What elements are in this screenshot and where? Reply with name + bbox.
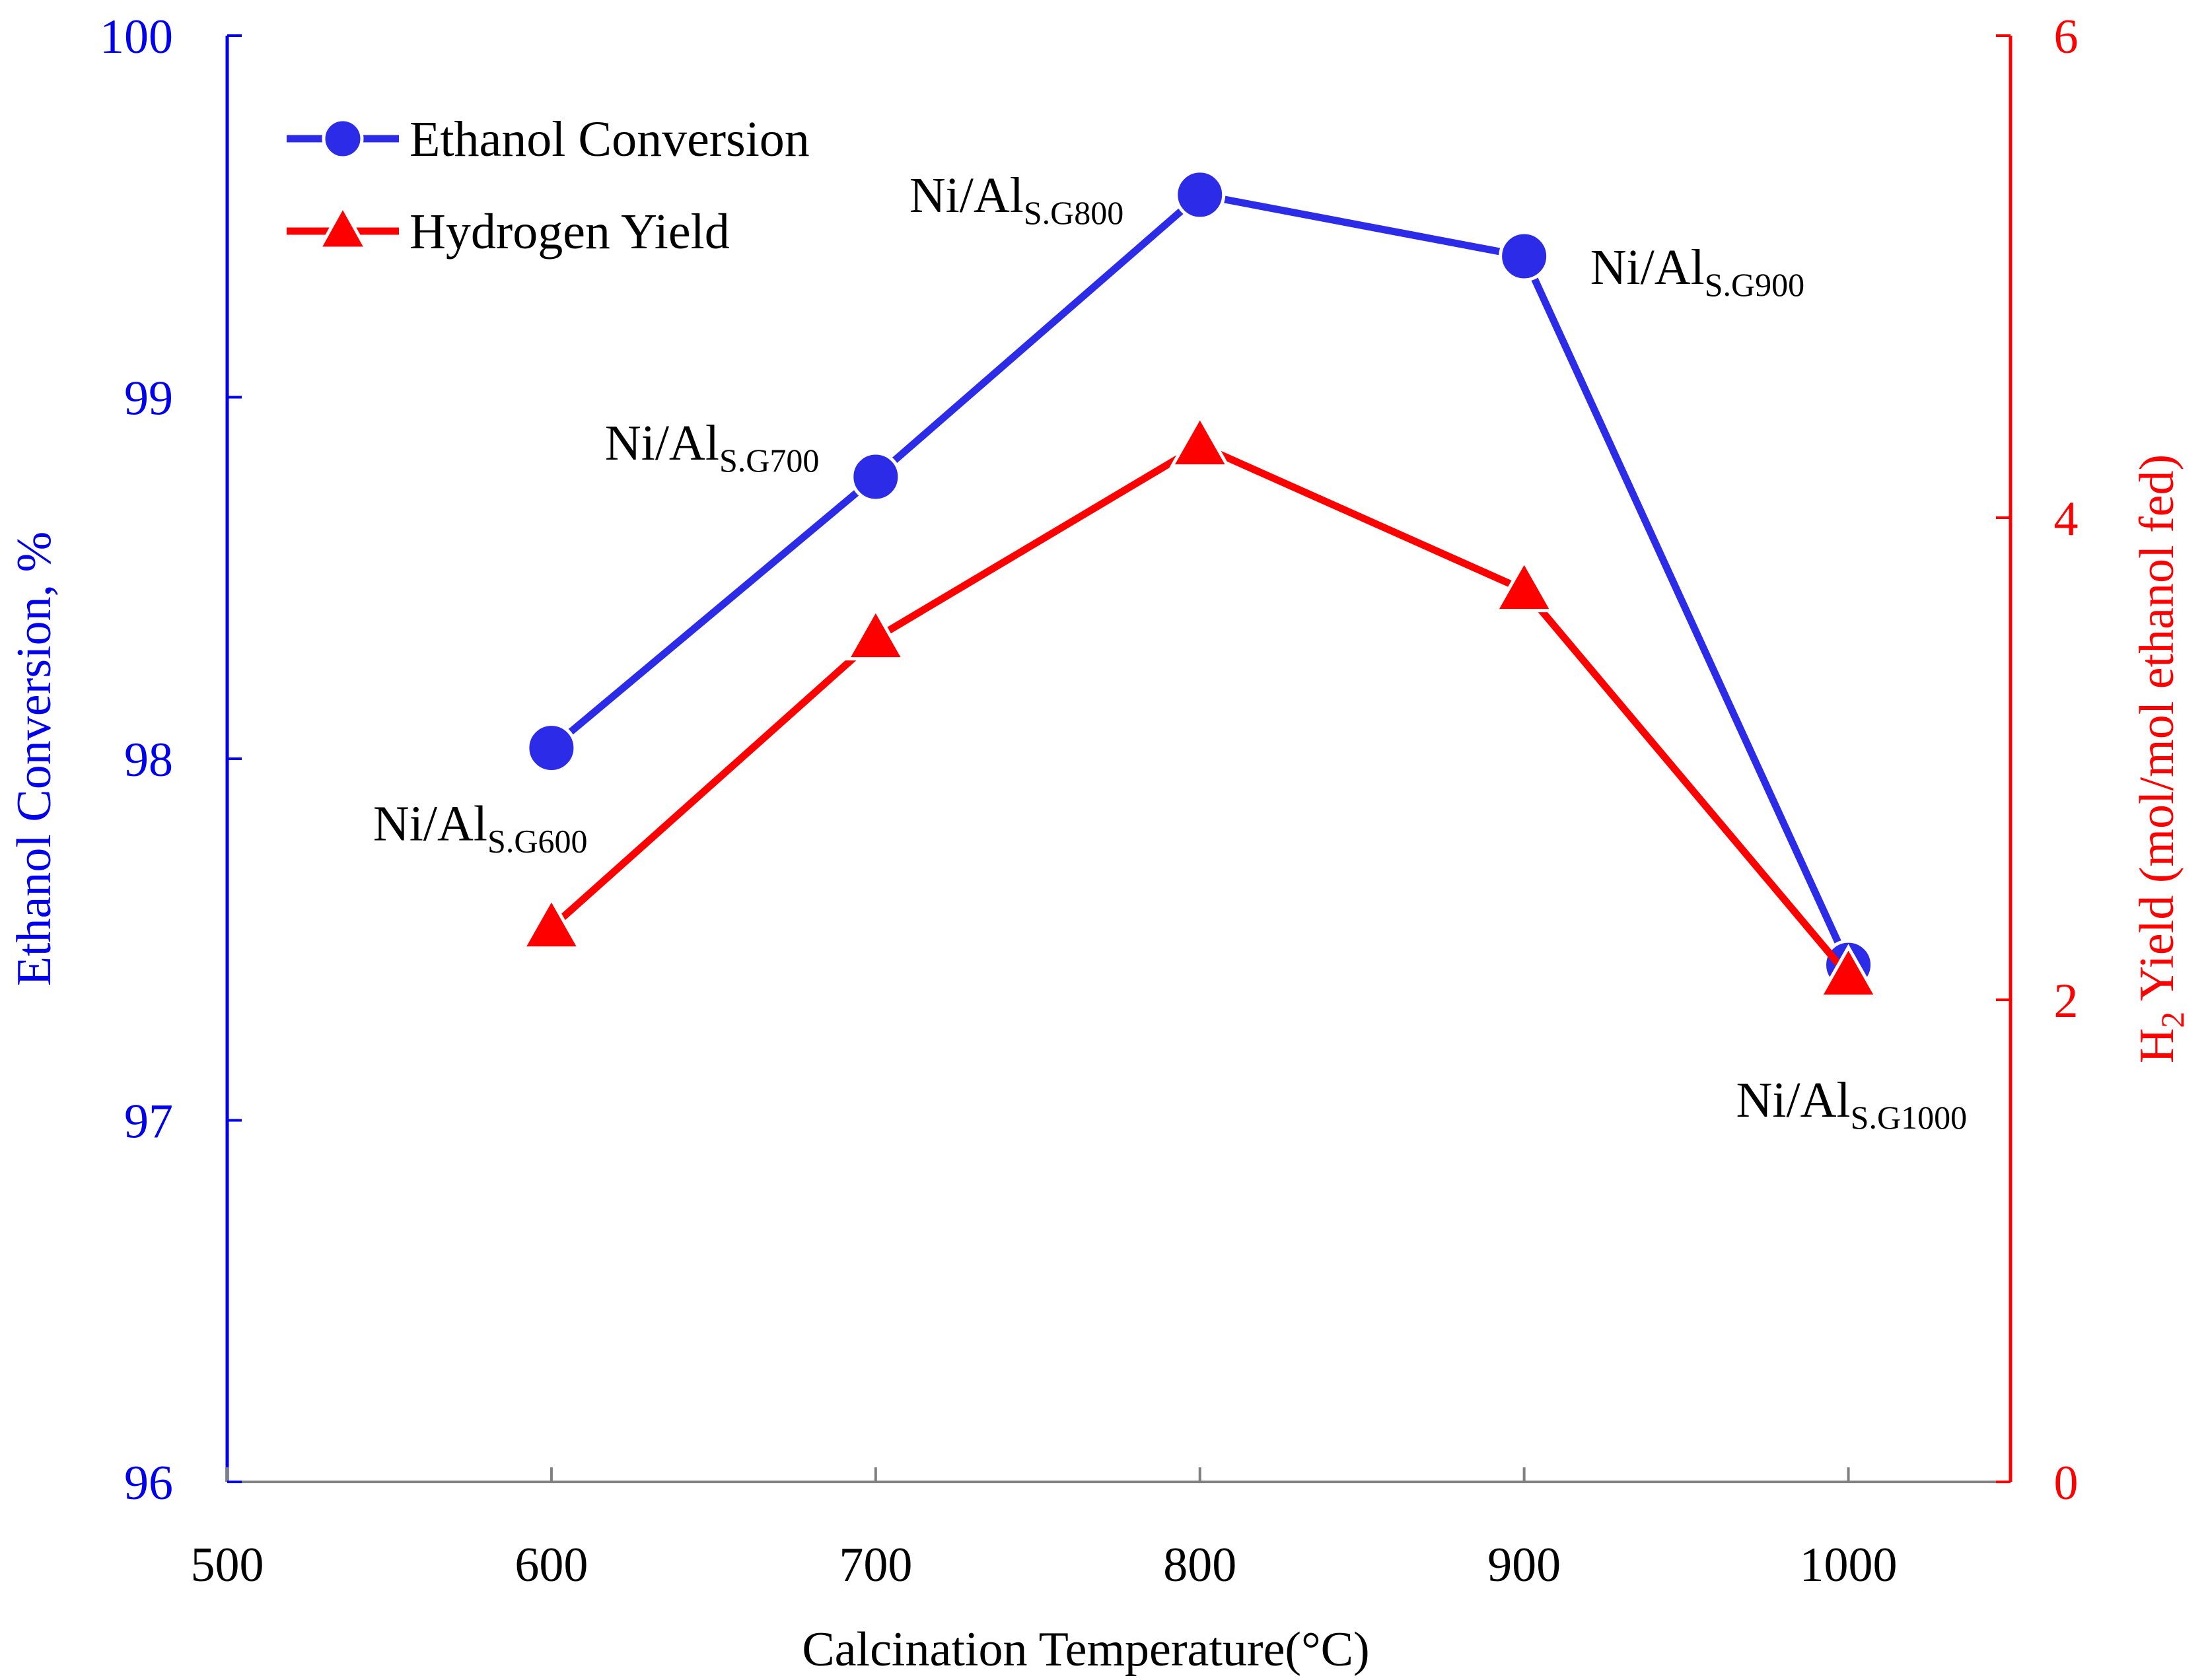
x-tick-label: 900 — [1487, 1538, 1561, 1592]
x-tick-label: 600 — [515, 1538, 588, 1592]
x-ticks: 500 600 700 800 900 1000 — [191, 1467, 1898, 1592]
x-tick-label: 800 — [1163, 1538, 1236, 1592]
data-point-hydrogen-yield — [520, 895, 583, 950]
left-y-ticks: 96 97 98 99 100 — [100, 10, 242, 1510]
left-y-tick-label: 97 — [124, 1095, 173, 1149]
point-annotation-sub: S.G700 — [719, 442, 819, 479]
data-point-hydrogen-yield — [845, 606, 907, 661]
x-tick-label: 1000 — [1800, 1538, 1898, 1592]
x-axis-title: Calcination Temperature(°C) — [802, 1623, 1369, 1677]
right-y-axis-title: H2 Yield (mol/mol ethanol fed) — [2130, 454, 2191, 1063]
point-annotation-main: Ni/Al — [373, 796, 487, 852]
series-layer — [520, 169, 1879, 998]
point-annotation-main: Ni/Al — [605, 415, 719, 471]
data-point-hydrogen-yield — [1493, 558, 1555, 613]
data-point-ethanol-conversion — [850, 451, 902, 503]
left-y-tick-label: 96 — [124, 1456, 173, 1510]
data-point-ethanol-conversion — [1174, 169, 1226, 221]
point-annotation-sub: S.G1000 — [1851, 1099, 1967, 1136]
point-annotation-sub: S.G900 — [1705, 266, 1804, 303]
legend: Ethanol Conversion Hydrogen Yield — [287, 112, 810, 260]
data-point-ethanol-conversion — [526, 722, 577, 774]
left-y-tick-label: 100 — [100, 10, 173, 64]
right-y-tick-label: 0 — [2054, 1456, 2079, 1510]
data-point-hydrogen-yield — [1169, 413, 1231, 468]
right-y-tick-label: 6 — [2054, 10, 2079, 64]
point-annotation: Ni/AlS.G600 — [373, 796, 588, 860]
data-point-hydrogen-yield — [1818, 944, 1879, 998]
right-y-axis-title-sub: 2 — [2154, 1012, 2191, 1028]
annotation-layer: Ni/AlS.G600Ni/AlS.G700Ni/AlS.G800Ni/AlS.… — [373, 168, 1967, 1136]
right-y-axis-title-main: H — [2130, 1028, 2184, 1063]
point-annotation: Ni/AlS.G900 — [1590, 240, 1805, 303]
point-annotation: Ni/AlS.G700 — [605, 415, 820, 479]
legend-label-hydrogen: Hydrogen Yield — [410, 204, 730, 260]
point-annotation-main: Ni/Al — [909, 168, 1024, 223]
x-tick-label: 700 — [839, 1538, 912, 1592]
legend-marker-hydrogen — [316, 203, 369, 250]
point-annotation-sub: S.G600 — [487, 823, 587, 860]
right-y-tick-label: 4 — [2054, 492, 2079, 546]
left-y-axis-title: Ethanol Conversion, % — [7, 532, 61, 987]
legend-label-ethanol: Ethanol Conversion — [410, 112, 810, 167]
left-y-tick-label: 99 — [124, 372, 173, 426]
point-annotation-sub: S.G800 — [1024, 194, 1123, 231]
right-y-tick-label: 2 — [2054, 974, 2079, 1028]
point-annotation: Ni/AlS.G1000 — [1736, 1072, 1968, 1136]
x-tick-label: 500 — [191, 1538, 264, 1592]
legend-marker-ethanol — [322, 118, 364, 160]
point-annotation: Ni/AlS.G800 — [909, 168, 1124, 231]
right-y-axis-title-rest: Yield (mol/mol ethanol fed) — [2130, 454, 2184, 1012]
right-y-ticks: 0 2 4 6 — [1996, 10, 2079, 1510]
point-annotation-main: Ni/Al — [1736, 1072, 1851, 1128]
point-annotation-main: Ni/Al — [1590, 240, 1705, 295]
data-point-ethanol-conversion — [1499, 230, 1550, 282]
left-y-tick-label: 98 — [124, 733, 173, 787]
